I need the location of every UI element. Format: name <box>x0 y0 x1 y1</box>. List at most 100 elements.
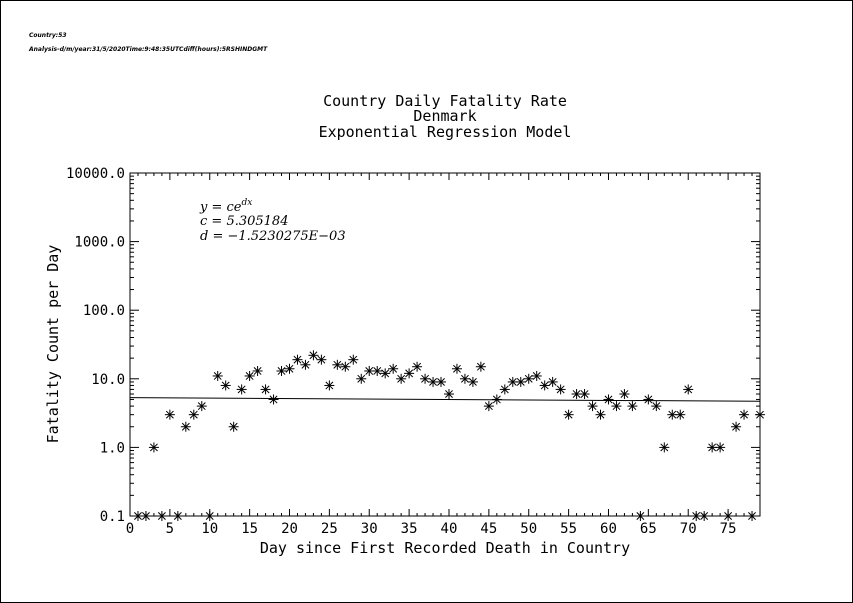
data-point <box>715 442 726 453</box>
data-point <box>324 380 335 391</box>
y-tick-label: 0.1 <box>100 509 125 525</box>
data-point <box>723 511 734 521</box>
data-point <box>459 373 470 384</box>
regression-line <box>129 397 761 402</box>
analysis-timestamp: Analysis-d/m/year:31/5/2020Time:9:48:35U… <box>29 46 268 53</box>
data-point <box>220 380 231 391</box>
data-point <box>404 368 415 379</box>
data-point <box>651 401 662 412</box>
data-point <box>212 370 223 381</box>
data-point <box>499 384 510 395</box>
data-point <box>523 373 534 384</box>
data-point <box>515 376 526 387</box>
data-point <box>579 389 590 400</box>
x-tick-label: 15 <box>241 521 258 537</box>
x-axis-label: Day since First Recorded Death in Countr… <box>260 539 630 557</box>
data-point <box>204 511 215 521</box>
data-point <box>196 401 207 412</box>
data-point <box>436 376 447 387</box>
chart-title: Country Daily Fatality Rate <box>323 92 567 110</box>
x-tick-label: 0 <box>126 521 134 537</box>
data-point <box>643 394 654 405</box>
chart-subtitle-country: Denmark <box>413 107 476 125</box>
data-point <box>683 384 694 395</box>
y-tick-label: 10.0 <box>91 372 125 388</box>
data-point <box>563 409 574 420</box>
data-point <box>475 361 486 372</box>
data-point <box>148 442 159 453</box>
data-point <box>467 376 478 387</box>
data-point <box>340 361 351 372</box>
x-tick-label: 45 <box>480 521 497 537</box>
data-point <box>180 421 191 432</box>
x-tick-label: 5 <box>166 521 174 537</box>
x-tick-label: 10 <box>201 521 218 537</box>
data-point <box>595 409 606 420</box>
data-point <box>412 361 423 372</box>
data-point <box>443 389 454 400</box>
data-point <box>252 365 263 376</box>
y-tick-label: 1.0 <box>100 440 125 456</box>
data-point <box>276 365 287 376</box>
data-point <box>372 365 383 376</box>
y-tick-label: 1000.0 <box>74 235 125 251</box>
x-tick-label: 50 <box>520 521 537 537</box>
data-point <box>747 511 758 521</box>
x-tick-label: 75 <box>720 521 737 537</box>
data-point <box>611 401 622 412</box>
formula-label: y = cedx <box>199 198 252 215</box>
y-tick-label: 10000.0 <box>66 166 125 182</box>
data-point <box>268 394 279 405</box>
x-tick-label: 30 <box>361 521 378 537</box>
data-point <box>380 368 391 379</box>
data-point <box>356 373 367 384</box>
data-point <box>659 442 670 453</box>
plot-area-border <box>129 172 761 517</box>
data-point <box>755 409 765 420</box>
data-point <box>300 359 311 370</box>
x-tick-label: 60 <box>600 521 617 537</box>
data-point <box>627 401 638 412</box>
data-point <box>635 511 646 521</box>
data-point <box>260 384 271 395</box>
data-point <box>228 421 239 432</box>
data-point <box>172 511 183 521</box>
data-point <box>531 370 542 381</box>
data-point <box>188 409 199 420</box>
coefficient-d-label: d = −1.5230275E−03 <box>200 229 346 244</box>
data-points <box>132 350 765 521</box>
data-point <box>292 354 303 365</box>
x-tick-label: 35 <box>401 521 418 537</box>
data-point <box>420 373 431 384</box>
data-point <box>316 354 327 365</box>
x-tick-label: 25 <box>321 521 338 537</box>
country-label: Country:53 <box>29 32 67 39</box>
x-tick-label: 70 <box>680 521 697 537</box>
data-point <box>675 409 686 420</box>
data-point <box>388 363 399 374</box>
x-tick-label: 40 <box>441 521 458 537</box>
data-point <box>691 511 702 521</box>
x-tick-label: 65 <box>640 521 657 537</box>
data-point <box>156 511 167 521</box>
chart-subtitle-model: Exponential Regression Model <box>319 123 572 141</box>
data-point <box>140 511 151 521</box>
data-point <box>491 394 502 405</box>
x-tick-label: 20 <box>281 521 298 537</box>
data-point <box>236 384 247 395</box>
coefficient-c-label: c = 5.305184 <box>200 214 288 229</box>
data-point <box>483 401 494 412</box>
data-point <box>699 511 710 521</box>
data-point <box>587 401 598 412</box>
data-point <box>348 354 359 365</box>
data-point <box>164 409 175 420</box>
data-point <box>308 350 319 361</box>
data-point <box>603 394 614 405</box>
data-point <box>619 389 630 400</box>
data-point <box>451 363 462 374</box>
data-point <box>547 376 558 387</box>
data-point <box>539 380 550 391</box>
data-point <box>396 373 407 384</box>
